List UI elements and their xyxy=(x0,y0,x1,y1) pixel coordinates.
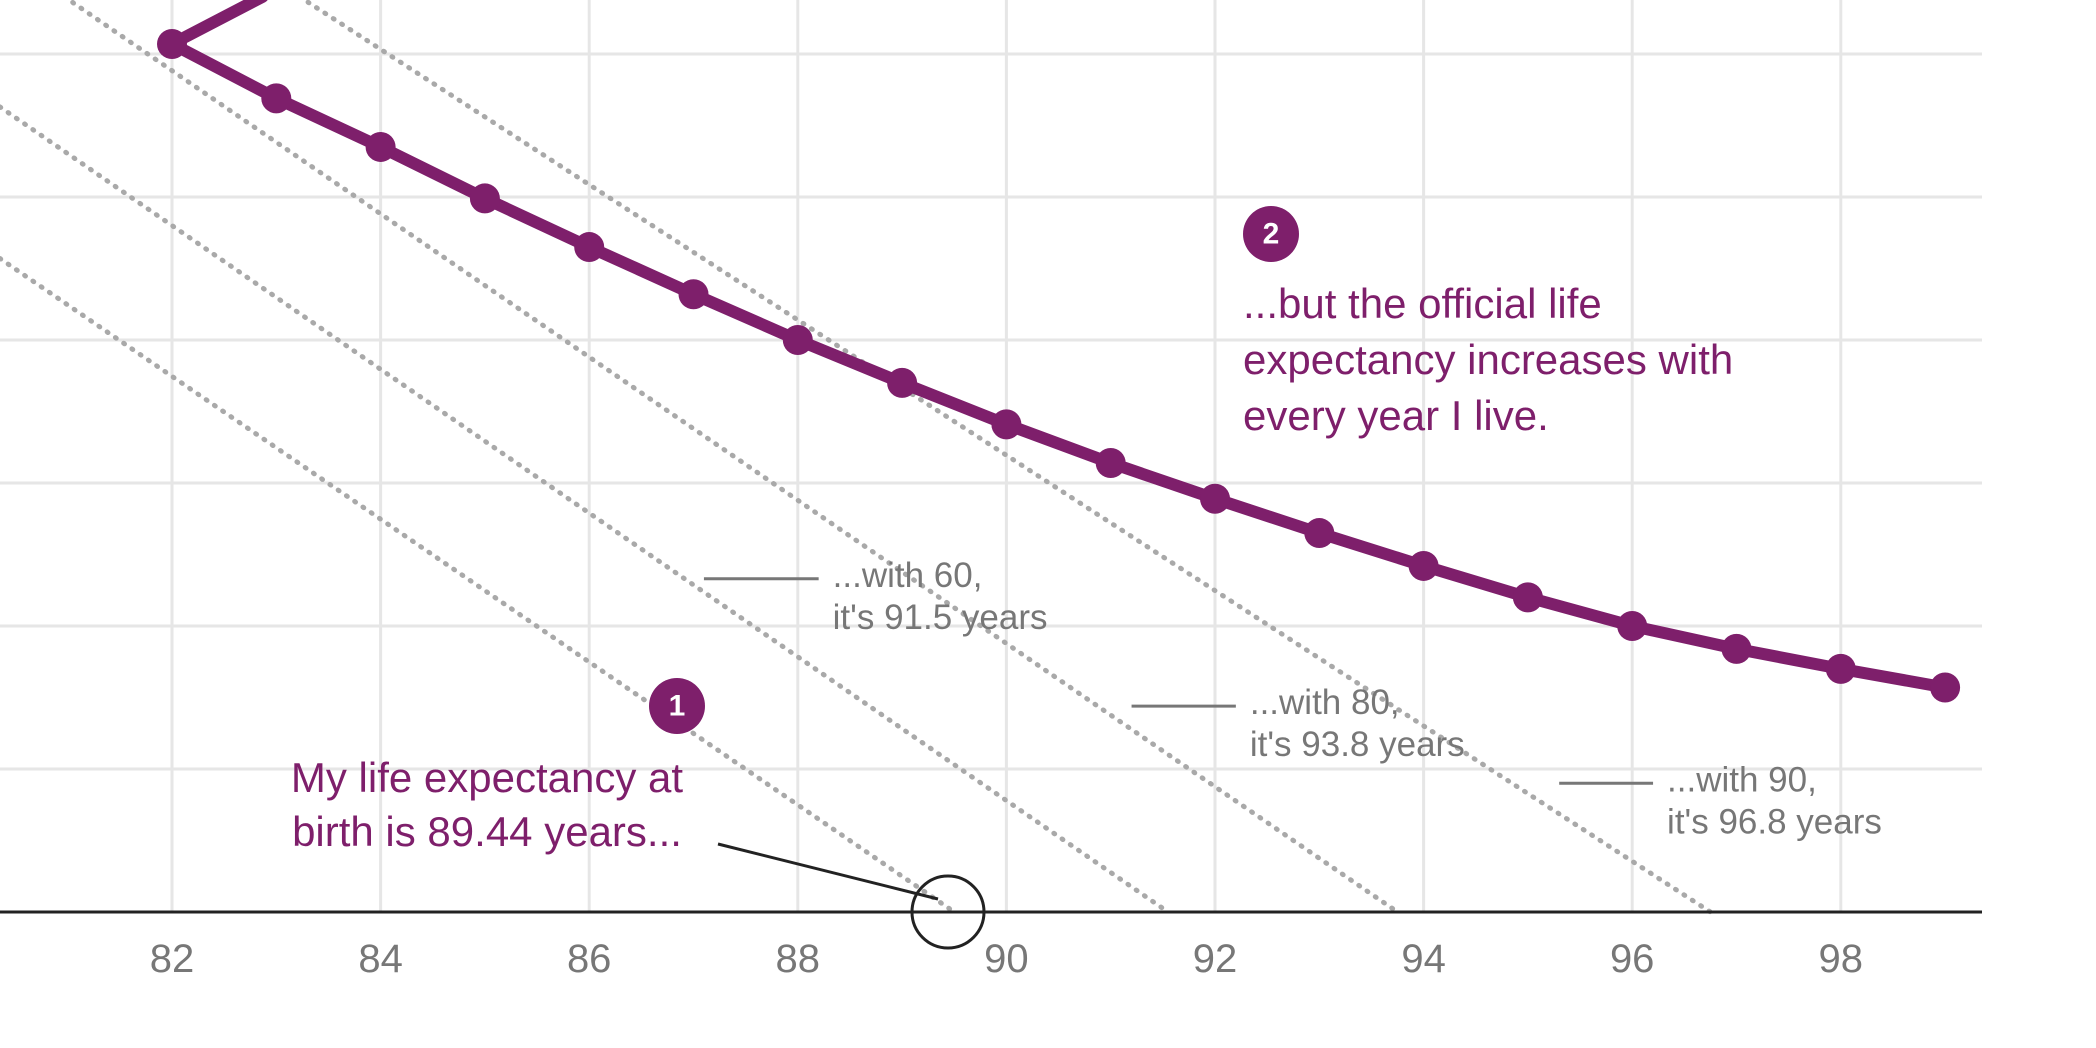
label90-line-1: ...with 90, xyxy=(1667,760,1817,799)
reference-line xyxy=(0,104,1171,915)
annotations: ...with 60,it's 91.5 years...with 80,it'… xyxy=(291,206,1882,950)
reference-line xyxy=(0,256,957,915)
data-point xyxy=(1200,483,1230,514)
x-tick-label: 82 xyxy=(150,937,195,981)
callout-2-line-3: every year I live. xyxy=(1243,392,1549,439)
callout-1-line-2: birth is 89.44 years... xyxy=(292,808,682,855)
data-point xyxy=(261,83,292,114)
reference-line xyxy=(64,0,1401,915)
x-tick-label: 84 xyxy=(358,937,403,981)
badge-1 xyxy=(649,678,705,734)
x-tick-label: 96 xyxy=(1610,937,1655,981)
data-point xyxy=(991,409,1022,440)
data-point xyxy=(1721,633,1752,664)
label80-line-2: it's 93.8 years xyxy=(1250,725,1465,764)
x-tick-label: 86 xyxy=(567,937,612,981)
data-point xyxy=(157,28,187,59)
badge-1-text: 1 xyxy=(669,690,686,723)
label60-line-2: it's 91.5 years xyxy=(833,598,1048,637)
x-tick-label: 90 xyxy=(984,937,1029,981)
data-point xyxy=(1825,653,1856,684)
data-point xyxy=(574,232,605,263)
x-axis: 82 84 86 88 90 92 94 96 98 xyxy=(0,910,1982,981)
data-point xyxy=(365,131,396,162)
pointer-line xyxy=(717,842,939,901)
data-point xyxy=(469,183,500,214)
callout-1-line-1: My life expectancy at xyxy=(291,754,684,801)
data-point xyxy=(782,325,813,355)
data-point xyxy=(1512,582,1543,613)
data-point xyxy=(1408,550,1439,581)
reference-lines xyxy=(0,0,1713,915)
badge-2 xyxy=(1243,206,1299,262)
data-point xyxy=(887,367,918,398)
badge-2-text: 2 xyxy=(1263,218,1280,251)
data-point xyxy=(1095,447,1126,478)
x-tick-label: 88 xyxy=(776,937,821,981)
main-series xyxy=(157,0,1961,703)
label60-line-1: ...with 60, xyxy=(833,556,983,595)
label90-line-2: it's 96.8 years xyxy=(1667,802,1882,841)
marker-circle xyxy=(910,874,986,950)
x-tick-label: 98 xyxy=(1819,937,1864,981)
data-point xyxy=(1617,611,1648,641)
reference-line xyxy=(300,0,1713,915)
x-tick-label: 92 xyxy=(1193,937,1238,981)
data-point xyxy=(678,279,709,310)
callout-2-line-2: expectancy increases with xyxy=(1243,336,1733,383)
callout-2-line-1: ...but the official life xyxy=(1243,280,1602,327)
x-tick-label: 94 xyxy=(1401,937,1446,981)
label80-line-1: ...with 80, xyxy=(1250,683,1400,722)
data-point xyxy=(1930,672,1961,703)
data-point xyxy=(1304,518,1335,549)
